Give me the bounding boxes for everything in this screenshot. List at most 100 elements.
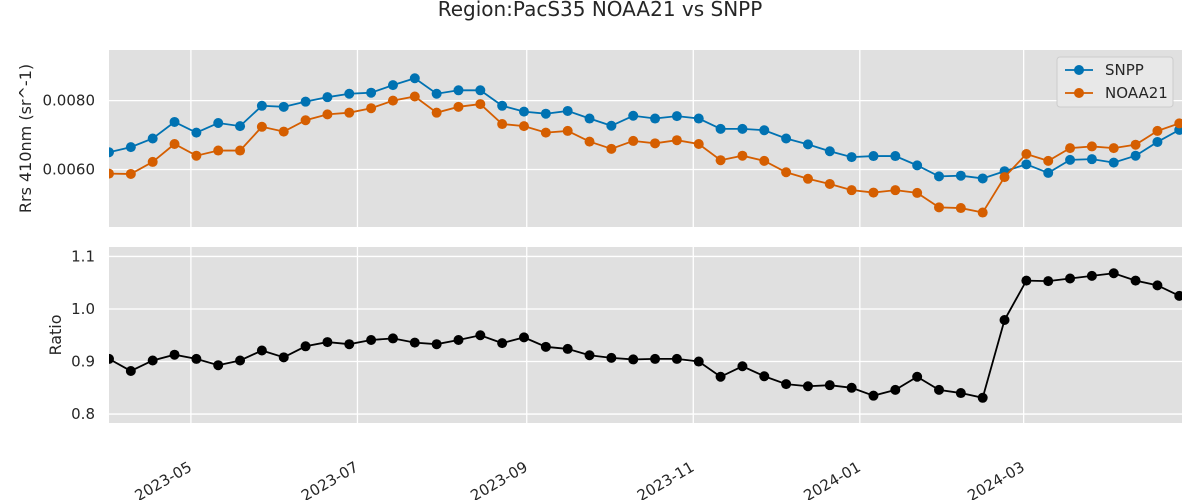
snpp-series-point [759, 125, 770, 136]
ratio-series-point [955, 388, 966, 399]
snpp-series-point [737, 123, 748, 134]
y-tick-label: 1.1 [71, 247, 95, 265]
noaa21-series-point [562, 125, 573, 136]
ratio-series-point [562, 343, 573, 354]
noaa21-series-point [671, 135, 682, 146]
noaa21-series-point [1108, 143, 1119, 154]
top-panel-rrs: 0.0060 0.0080 Rrs 410nm (sr^-1) SNPP NOAA21 [16, 50, 1182, 227]
snpp-series-point [868, 151, 879, 162]
snpp-series-point [147, 133, 158, 144]
noaa21-series-point [147, 156, 158, 167]
noaa21-series-point [1152, 125, 1163, 136]
ratio-series-point [300, 341, 311, 352]
ratio-series-point [737, 361, 748, 372]
ratio-series-point [890, 384, 901, 395]
snpp-series-point [475, 85, 486, 96]
noaa21-series-point [824, 178, 835, 189]
snpp-series-point [519, 106, 530, 117]
ratio-series-point [671, 353, 682, 364]
noaa21-series-point [322, 109, 333, 120]
x-tick-label: 2023-09 [467, 458, 530, 500]
series-layer [109, 268, 1182, 403]
snpp-series-point [453, 85, 464, 96]
ratio-series-point [1174, 290, 1182, 301]
snpp-series-point [191, 127, 202, 138]
ratio-series-point [169, 349, 180, 360]
x-tick-label: 2023-05 [132, 458, 195, 500]
snpp-series-point [1130, 150, 1141, 161]
ratio-series-point [912, 371, 923, 382]
ratio-series-point [1130, 275, 1141, 286]
snpp-series-point [497, 100, 508, 111]
noaa21-series-point [409, 91, 420, 102]
noaa21-series-point [366, 103, 377, 114]
x-tick-label: 2024-01 [801, 458, 864, 500]
legend-label-snpp: SNPP [1105, 61, 1144, 79]
snpp-series-point [606, 120, 617, 131]
noaa21-series-point [781, 167, 792, 178]
snpp-series-point [650, 113, 661, 124]
snpp-series-point [584, 113, 595, 124]
ratio-series-point [934, 384, 945, 395]
y-tick-label: 0.0080 [43, 92, 96, 110]
noaa21-series-point [693, 139, 704, 150]
plot-background [109, 247, 1182, 423]
ratio-series-point [125, 365, 136, 376]
noaa21-series-point [519, 121, 530, 132]
snpp-series-point [409, 73, 420, 84]
noaa21-series-point [912, 187, 923, 198]
ratio-series-point [977, 392, 988, 403]
noaa21-series-point [999, 172, 1010, 183]
legend-marker [1074, 88, 1084, 98]
snpp-series-point [1021, 159, 1032, 170]
ratio-series-point [191, 353, 202, 364]
noaa21-series-point [1065, 143, 1076, 154]
snpp-series-point [693, 113, 704, 124]
x-tick-label: 2024-03 [964, 458, 1027, 500]
snpp-series-point [540, 108, 551, 119]
ratio-series-point [715, 371, 726, 382]
ratio-series-point [1086, 270, 1097, 281]
noaa21-series-point [191, 150, 202, 161]
y-axis-label: Ratio [46, 314, 65, 355]
snpp-series-point [366, 87, 377, 98]
snpp-series-point [934, 171, 945, 182]
snpp-series-point [169, 116, 180, 127]
snpp-series-point [431, 88, 442, 99]
ratio-series-point [759, 371, 770, 382]
ratio-series-point [475, 330, 486, 341]
noaa21-series-point [256, 121, 267, 132]
noaa21-series-point [606, 143, 617, 154]
ratio-series-point [1108, 268, 1119, 279]
snpp-series-point [256, 100, 267, 111]
ratio-series-point [999, 315, 1010, 326]
snpp-series-point [322, 92, 333, 103]
ratio-series-point [344, 339, 355, 350]
noaa21-series-point [387, 95, 398, 106]
noaa21-series-point [431, 107, 442, 118]
ratio-series-point [431, 339, 442, 350]
ratio-series-point [628, 354, 639, 365]
ratio-series-point [693, 356, 704, 367]
ratio-series-point [584, 350, 595, 361]
noaa21-series-point [977, 207, 988, 218]
snpp-series-point [344, 88, 355, 99]
ratio-series-point [781, 379, 792, 390]
y-tick-label: 0.8 [71, 405, 95, 423]
noaa21-series-point [1130, 139, 1141, 150]
ratio-series-point [824, 380, 835, 391]
ratio-series-point [519, 332, 530, 343]
noaa21-series-point [737, 150, 748, 161]
snpp-series-point [715, 123, 726, 134]
noaa21-series-point [344, 107, 355, 118]
x-tick-label: 2023-07 [298, 458, 361, 500]
noaa21-series-point [584, 136, 595, 147]
noaa21-series-point [300, 115, 311, 126]
snpp-series-point [387, 80, 398, 91]
noaa21-series-point [868, 187, 879, 198]
noaa21-series-point [278, 126, 289, 137]
snpp-series-point [846, 152, 857, 163]
noaa21-series-point [453, 101, 464, 112]
noaa21-series-point [540, 127, 551, 138]
snpp-series-point [1152, 136, 1163, 147]
